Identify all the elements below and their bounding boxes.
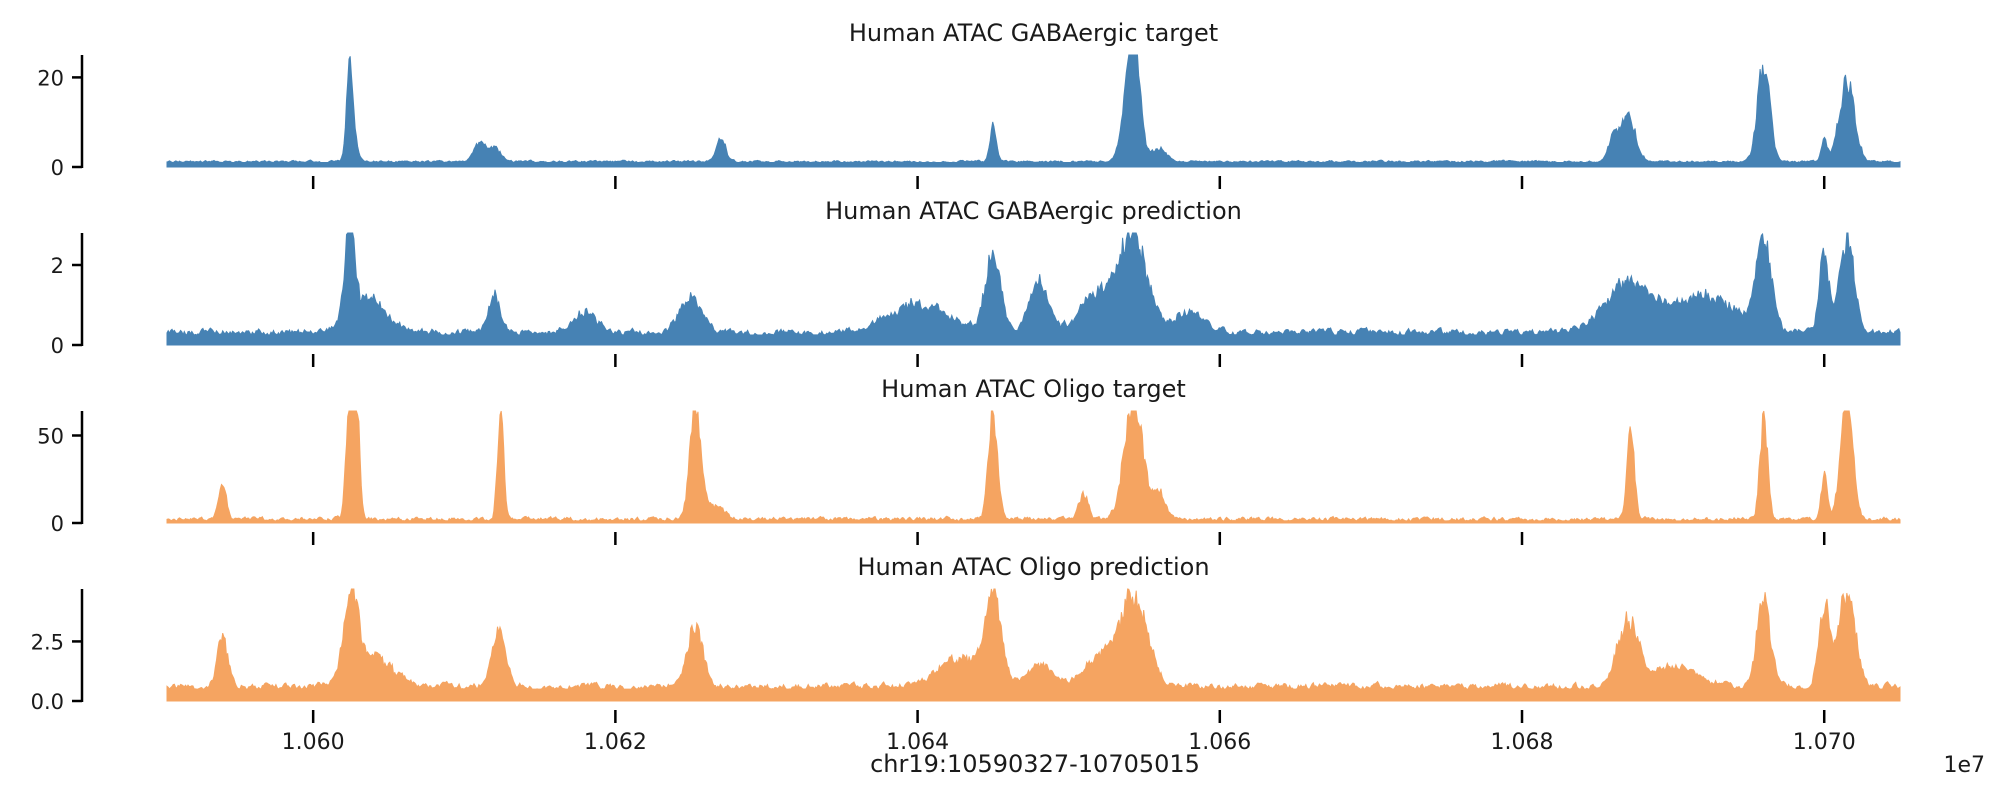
panel-4: Human ATAC Oligo prediction 0.0 2.5 1.060 1.… bbox=[31, 553, 1901, 755]
panel-title: Human ATAC Oligo prediction bbox=[857, 553, 1209, 581]
x-tick-label: 1.070 bbox=[1793, 730, 1856, 755]
panel-1: Human ATAC GABAergic target 0 20 bbox=[37, 19, 1901, 189]
y-tick-label: 0 bbox=[51, 512, 64, 536]
panel-title: Human ATAC GABAergic target bbox=[849, 19, 1218, 47]
panel-2: Human ATAC GABAergic prediction 0 2 bbox=[51, 197, 1901, 367]
panel-3: Human ATAC Oligo target 0 50 bbox=[37, 375, 1901, 545]
y-tick-label: 0.0 bbox=[31, 690, 64, 714]
x-axis-offset-label: 1e7 bbox=[1943, 753, 1985, 778]
y-tick-label: 2.5 bbox=[31, 630, 64, 654]
x-tick-label: 1.068 bbox=[1491, 730, 1554, 755]
y-tick-label: 0 bbox=[51, 156, 64, 180]
x-axis-label: chr19:10590327-10705015 bbox=[870, 750, 1200, 778]
y-tick-label: 2 bbox=[51, 254, 64, 278]
x-tick-label: 1.066 bbox=[1188, 730, 1251, 755]
y-tick-label: 50 bbox=[37, 425, 64, 449]
signal-area bbox=[166, 410, 1901, 524]
x-tick-label: 1.060 bbox=[282, 730, 345, 755]
signal-area bbox=[166, 54, 1901, 168]
y-tick-label: 20 bbox=[37, 66, 64, 90]
y-tick-label: 0 bbox=[51, 334, 64, 358]
signal-area bbox=[166, 588, 1901, 702]
x-tick-label: 1.064 bbox=[886, 730, 949, 755]
panel-title: Human ATAC Oligo target bbox=[881, 375, 1186, 403]
x-tick-label: 1.062 bbox=[584, 730, 647, 755]
panel-title: Human ATAC GABAergic prediction bbox=[825, 197, 1242, 225]
signal-area bbox=[166, 232, 1901, 346]
